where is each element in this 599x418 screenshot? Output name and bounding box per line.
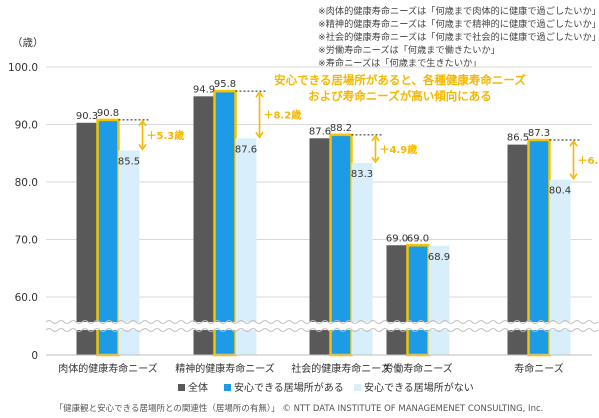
y-tick-label: 100.0 [8, 62, 38, 74]
legend-label: 全体 [188, 381, 208, 394]
y-tick-label: 80.0 [15, 177, 38, 189]
data-label: 87.3 [528, 128, 550, 139]
bar [235, 138, 257, 355]
difference-arrowhead [138, 119, 147, 127]
axis-break-band [46, 322, 592, 330]
difference-arrowhead [371, 156, 380, 164]
data-label: 68.9 [428, 252, 450, 263]
difference-label: ＋8.2歳 [264, 109, 302, 122]
difference-arrowhead [255, 131, 264, 139]
footer-credit: 「健康観と安心できる居場所との関連性（居場所の有無）」 © NTT DATA I… [55, 403, 544, 414]
axis-break-line [45, 328, 599, 332]
x-category-label: 精神的健康寿命ニーズ [175, 362, 275, 375]
bar [118, 150, 140, 355]
bar [507, 144, 529, 355]
bar [549, 179, 571, 355]
data-label: 86.5 [507, 133, 529, 144]
data-label: 69.0 [407, 233, 429, 244]
difference-label: ＋6.9歳 [578, 154, 599, 167]
bar [406, 244, 430, 357]
data-label: 95.8 [214, 79, 236, 90]
note-line: ※寿命ニーズは「何歳まで生きたいか」 [318, 57, 481, 69]
note-line: ※精神的健康寿命ニーズは「何歳まで精神的に健康で過ごしたいか」 [318, 18, 599, 30]
data-label: 83.3 [351, 169, 373, 180]
bar [386, 245, 408, 355]
x-category-label: 肉体的健康寿命ニーズ [58, 362, 158, 375]
annotation-text: および寿命ニーズが高い傾向にある [308, 89, 491, 103]
difference-label: ＋4.9歳 [380, 143, 418, 156]
y-tick-label: 0 [31, 350, 38, 362]
difference-arrowhead [569, 173, 578, 181]
legend-label: 安心できる居場所がある [234, 381, 344, 394]
x-category-label: 社会的健康寿命ニーズ [291, 362, 391, 375]
difference-arrowhead [255, 90, 264, 98]
data-label: 94.9 [193, 84, 215, 95]
bar [76, 122, 98, 356]
bar [193, 96, 215, 355]
data-label: 69.0 [386, 233, 408, 244]
y-tick-label: 70.0 [15, 235, 38, 247]
axis-break-line [45, 320, 599, 324]
data-label: 85.5 [118, 156, 140, 167]
data-label: 88.2 [330, 123, 352, 134]
annotation-text: 安心できる居場所があると、各種健康寿命ニーズ [274, 73, 526, 87]
data-label: 90.8 [97, 108, 119, 119]
y-tick-label: 60.0 [15, 292, 38, 304]
data-label: 90.3 [76, 111, 98, 122]
y-axis-unit-label: （歳） [12, 37, 44, 49]
x-category-label: 寿命ニーズ [514, 362, 564, 375]
note-line: ※社会的健康寿命ニーズは「何歳まで社会的に健康で過ごしたいか」 [318, 31, 599, 43]
legend-swatch [178, 384, 185, 391]
data-label: 87.6 [309, 126, 331, 137]
legend-swatch [354, 384, 361, 391]
bar [351, 163, 373, 355]
y-tick-label: 90.0 [15, 120, 38, 132]
difference-arrowhead [569, 139, 578, 147]
data-label: 80.4 [549, 186, 571, 197]
data-label: 87.6 [235, 144, 257, 155]
legend-swatch [224, 384, 231, 391]
difference-arrowhead [138, 143, 147, 151]
bar [213, 89, 237, 357]
difference-arrowhead [371, 134, 380, 142]
note-line: ※肉体的健康寿命ニーズは「何歳まで肉体的に健康で過ごしたいか」 [318, 5, 599, 17]
bar [309, 138, 331, 355]
bar [96, 118, 120, 357]
note-line: ※労働寿命ニーズは「何歳まで働きたいか」 [318, 44, 500, 56]
difference-label: ＋5.3歳 [147, 129, 185, 142]
x-category-label: 労働寿命ニーズ [383, 362, 453, 375]
legend-label: 安心できる居場所がない [364, 381, 474, 394]
